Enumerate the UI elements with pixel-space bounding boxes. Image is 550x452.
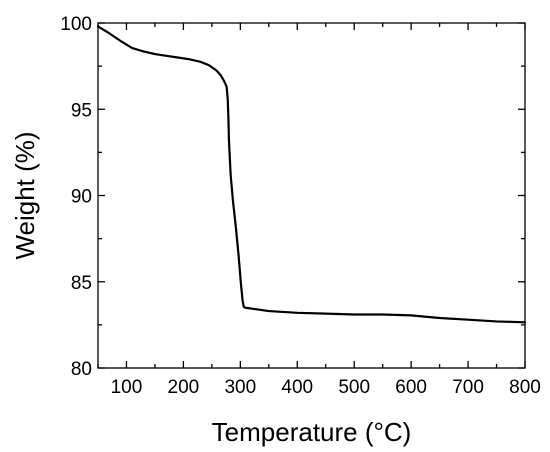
y-tick-label: 90 [71, 187, 92, 208]
x-tick-label: 600 [395, 377, 427, 398]
x-axis-title: Temperature (°C) [212, 417, 412, 447]
y-axis-title: Weight (%) [10, 131, 40, 259]
x-tick-label: 700 [452, 377, 484, 398]
x-tick-label: 100 [111, 377, 143, 398]
weight-curve [96, 25, 527, 324]
x-tick-label: 300 [224, 377, 256, 398]
x-tick-label: 200 [168, 377, 200, 398]
y-tick-label: 95 [71, 100, 92, 121]
x-tick-label: 800 [509, 377, 541, 398]
y-tick-label: 80 [71, 359, 92, 380]
plot-frame [97, 22, 526, 369]
y-tick-label: 100 [60, 14, 92, 35]
x-tick-label: 500 [338, 377, 370, 398]
y-tick-label: 85 [71, 273, 92, 294]
axis-ticks [97, 22, 526, 369]
tick-labels: 100 200 300 400 500 600 700 800 80 85 90 95 100 [60, 14, 541, 398]
x-tick-label: 400 [281, 377, 313, 398]
